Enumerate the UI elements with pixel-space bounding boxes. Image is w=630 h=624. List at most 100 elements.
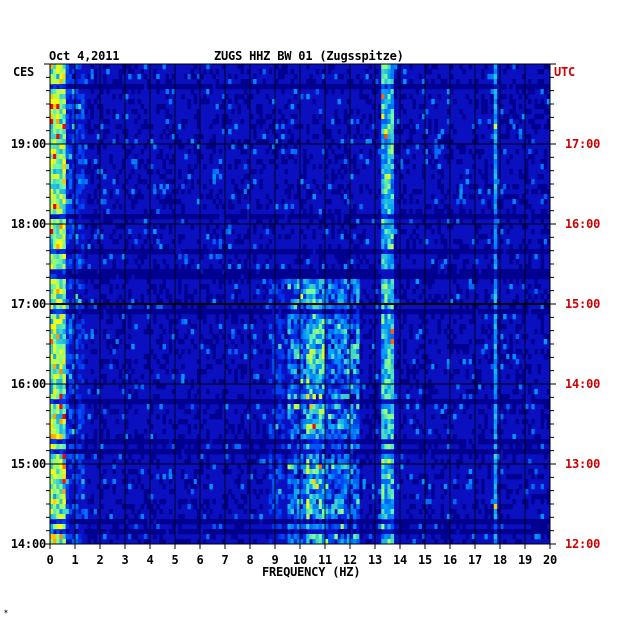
heatmap-cell	[334, 359, 338, 365]
heatmap-cell	[331, 289, 335, 295]
heatmap-cell	[68, 264, 73, 270]
heatmap-cell	[296, 189, 301, 195]
heatmap-cell	[65, 234, 70, 240]
heatmap-cell	[446, 89, 451, 95]
heatmap-cell	[87, 194, 91, 200]
heatmap-cell	[256, 309, 260, 315]
heatmap-cell	[540, 259, 545, 265]
heatmap-cell	[315, 379, 320, 385]
heatmap-cell	[53, 189, 57, 195]
heatmap-cell	[68, 274, 73, 280]
heatmap-cell	[115, 239, 120, 245]
heatmap-cell	[346, 339, 351, 345]
heatmap-cell	[209, 234, 213, 240]
heatmap-cell	[62, 414, 66, 420]
heatmap-cell	[218, 299, 223, 305]
heatmap-cell	[56, 409, 60, 415]
heatmap-cell	[381, 244, 385, 250]
heatmap-cell	[281, 354, 285, 360]
heatmap-cell	[90, 269, 95, 275]
heatmap-cell	[184, 289, 188, 295]
heatmap-cell	[221, 389, 226, 395]
heatmap-cell	[396, 129, 401, 135]
heatmap-cell	[318, 299, 323, 305]
heatmap-cell	[62, 309, 66, 315]
heatmap-cell	[53, 299, 57, 305]
heatmap-cell	[259, 179, 263, 185]
heatmap-cell	[334, 344, 338, 350]
heatmap-cell	[309, 424, 313, 430]
heatmap-cell	[121, 299, 126, 305]
heatmap-cell	[500, 84, 504, 90]
heatmap-cell	[303, 419, 307, 425]
heatmap-cell	[425, 159, 429, 165]
heatmap-cell	[187, 269, 191, 275]
heatmap-cell	[212, 414, 216, 420]
heatmap-cell	[384, 244, 388, 250]
heatmap-cell	[318, 164, 323, 170]
heatmap-cell	[293, 384, 298, 390]
heatmap-cell	[278, 234, 282, 240]
heatmap-cell	[71, 254, 76, 260]
heatmap-cell	[265, 304, 270, 310]
heatmap-cell	[218, 269, 223, 275]
heatmap-cell	[478, 189, 482, 195]
heatmap-cell	[59, 129, 63, 135]
heatmap-cell	[390, 174, 395, 180]
heatmap-cell	[165, 369, 170, 375]
heatmap-cell	[471, 139, 476, 145]
heatmap-cell	[359, 259, 363, 265]
heatmap-cell	[500, 249, 504, 255]
heatmap-cell	[490, 309, 495, 315]
heatmap-cell	[509, 119, 513, 125]
heatmap-cell	[456, 219, 460, 225]
heatmap-cell	[140, 214, 145, 220]
heatmap-cell	[190, 139, 195, 145]
heatmap-cell	[234, 74, 238, 80]
heatmap-cell	[525, 164, 529, 170]
heatmap-cell	[484, 84, 488, 90]
heatmap-cell	[409, 94, 413, 100]
heatmap-cell	[309, 219, 313, 225]
heatmap-cell	[171, 209, 176, 215]
heatmap-cell	[478, 149, 482, 155]
heatmap-cell	[337, 354, 341, 360]
heatmap-cell	[253, 129, 257, 135]
heatmap-cell	[384, 139, 388, 145]
heatmap-cell	[368, 379, 373, 385]
heatmap-cell	[140, 259, 145, 265]
heatmap-cell	[209, 144, 213, 150]
heatmap-cell	[303, 274, 307, 280]
heatmap-cell	[375, 289, 379, 295]
heatmap-cell	[390, 239, 395, 245]
heatmap-cell	[350, 299, 354, 305]
heatmap-cell	[84, 309, 88, 315]
heatmap-cell	[121, 254, 126, 260]
heatmap-cell	[109, 314, 113, 320]
heatmap-cell	[506, 394, 510, 400]
heatmap-cell	[356, 254, 360, 260]
heatmap-cell	[321, 419, 326, 425]
heatmap-cell	[118, 329, 123, 335]
heatmap-cell	[259, 364, 263, 370]
heatmap-cell	[53, 249, 57, 255]
heatmap-cell	[328, 284, 332, 290]
heatmap-cell	[53, 119, 57, 125]
heatmap-cell	[243, 89, 248, 95]
heatmap-cell	[325, 264, 329, 270]
heatmap-cell	[253, 224, 257, 230]
heatmap-cell	[84, 214, 88, 220]
heatmap-cell	[303, 279, 307, 285]
heatmap-cell	[496, 344, 501, 350]
heatmap-cell	[53, 354, 57, 360]
heatmap-cell	[321, 424, 326, 430]
heatmap-cell	[62, 349, 66, 355]
heatmap-cell	[143, 74, 148, 80]
heatmap-cell	[59, 324, 63, 330]
heatmap-cell	[206, 84, 210, 90]
heatmap-cell	[371, 414, 376, 420]
heatmap-cell	[515, 379, 520, 385]
heatmap-cell	[403, 69, 407, 75]
heatmap-cell	[515, 309, 520, 315]
heatmap-cell	[271, 224, 276, 230]
